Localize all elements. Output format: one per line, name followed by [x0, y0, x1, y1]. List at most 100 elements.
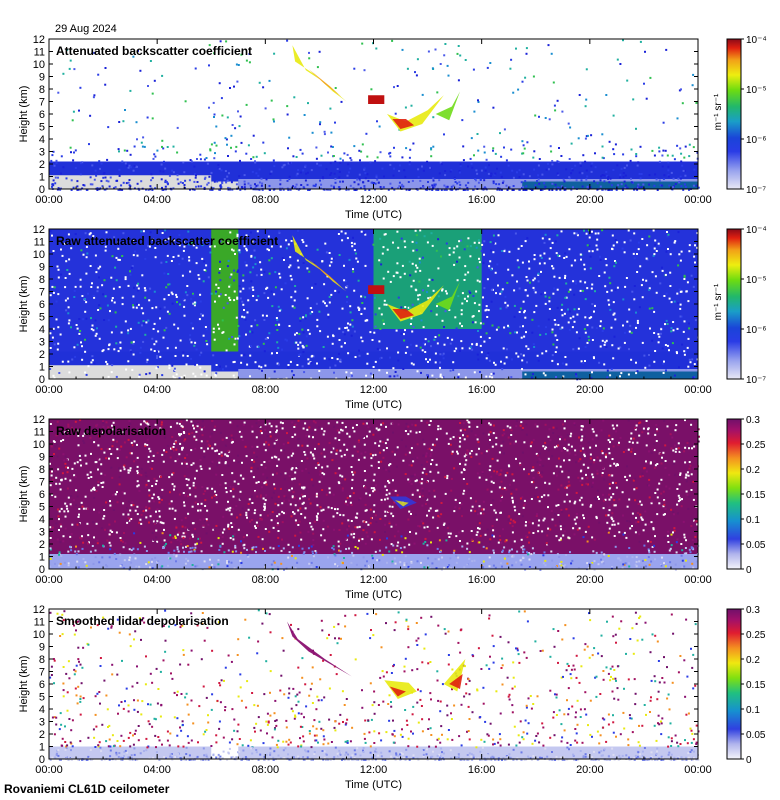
- y-tick-label: 1: [39, 172, 45, 184]
- y-tick-label: 1: [39, 552, 45, 564]
- y-tick-label: 8: [39, 84, 45, 96]
- y-tick-label: 5: [39, 122, 45, 134]
- y-tick-label: 8: [39, 464, 45, 476]
- y-tick-label: 2: [39, 159, 45, 171]
- x-axis-label: Time (UTC): [345, 779, 402, 791]
- x-tick-label: 00:00: [684, 384, 712, 396]
- y-tick-label: 2: [39, 539, 45, 551]
- x-tick-label: 12:00: [360, 384, 388, 396]
- instrument-label: Rovaniemi CL61D ceilometer: [4, 782, 170, 796]
- colorbar-tick-label: 0.25: [746, 630, 766, 641]
- x-tick-label: 12:00: [360, 574, 388, 586]
- y-tick-label: 1: [39, 362, 45, 374]
- colorbar-tick-label: 0.15: [746, 680, 766, 691]
- colorbar-tick-label: 0.25: [746, 440, 766, 451]
- colorbar-tick-label: 10⁻⁴: [746, 225, 767, 236]
- y-axis-label: Height (km): [18, 86, 30, 143]
- date-label: 29 Aug 2024: [55, 23, 117, 35]
- x-tick-label: 16:00: [468, 574, 496, 586]
- y-tick-label: 2: [39, 349, 45, 361]
- x-tick-label: 20:00: [576, 384, 604, 396]
- colorbar-tick-label: 10⁻⁶: [746, 325, 767, 336]
- x-tick-label: 12:00: [360, 764, 388, 776]
- colorbar-tick-label: 0: [746, 565, 752, 576]
- heatmap-field: [49, 419, 700, 571]
- colorbar-tick-label: 0.2: [746, 655, 760, 666]
- colorbar-unit-label: m⁻¹ sr⁻¹: [713, 283, 724, 320]
- x-tick-label: 00:00: [684, 194, 712, 206]
- y-tick-label: 9: [39, 452, 45, 464]
- x-axis-label: Time (UTC): [345, 209, 402, 221]
- x-tick-label: 08:00: [252, 384, 280, 396]
- y-tick-label: 12: [33, 34, 45, 46]
- y-tick-label: 10: [33, 59, 45, 71]
- y-tick-label: 12: [33, 224, 45, 236]
- x-tick-label: 00:00: [35, 764, 63, 776]
- y-tick-label: 3: [39, 527, 45, 539]
- colorbar-tick-label: 0.2: [746, 465, 760, 476]
- x-tick-label: 20:00: [576, 764, 604, 776]
- colorbar-tick-label: 0.1: [746, 705, 760, 716]
- colorbar: 0 0.05 0.1 0.15 0.2 0.25 0.3: [726, 415, 766, 576]
- colorbar-tick-label: 0.05: [746, 540, 766, 551]
- colorbar-tick-label: 10⁻⁵: [746, 85, 767, 96]
- y-tick-label: 11: [34, 237, 45, 249]
- x-tick-label: 16:00: [468, 384, 496, 396]
- y-tick-label: 11: [34, 47, 45, 59]
- x-tick-label: 00:00: [35, 574, 63, 586]
- y-tick-label: 6: [39, 109, 45, 121]
- x-tick-label: 08:00: [252, 764, 280, 776]
- y-tick-label: 4: [39, 134, 45, 146]
- y-axis-label: Height (km): [18, 656, 30, 713]
- y-tick-label: 11: [34, 427, 45, 439]
- x-tick-label: 08:00: [252, 574, 280, 586]
- colorbar-tick-label: 10⁻⁷: [746, 185, 766, 196]
- y-tick-label: 3: [39, 717, 45, 729]
- x-tick-label: 00:00: [684, 574, 712, 586]
- x-tick-label: 04:00: [143, 764, 171, 776]
- colorbar-tick-label: 10⁻⁴: [746, 35, 767, 46]
- x-tick-label: 00:00: [684, 764, 712, 776]
- y-tick-label: 9: [39, 262, 45, 274]
- y-tick-label: 9: [39, 72, 45, 84]
- heatmap-field: [49, 609, 700, 761]
- x-tick-label: 04:00: [143, 574, 171, 586]
- panel-title: Raw depolarisation: [56, 424, 166, 438]
- colorbar-tick-label: 0.3: [746, 605, 760, 616]
- y-tick-label: 5: [39, 312, 45, 324]
- y-tick-label: 7: [39, 287, 45, 299]
- y-tick-label: 8: [39, 654, 45, 666]
- colorbar: 10⁻⁷ 10⁻⁶ 10⁻⁵ 10⁻⁴ m⁻¹ sr⁻¹: [713, 225, 767, 386]
- heatmap-field: [49, 229, 700, 381]
- y-tick-label: 5: [39, 692, 45, 704]
- colorbar: 10⁻⁷ 10⁻⁶ 10⁻⁵ 10⁻⁴ m⁻¹ sr⁻¹: [713, 35, 767, 196]
- y-tick-label: 7: [39, 477, 45, 489]
- y-tick-label: 0: [39, 374, 45, 386]
- y-tick-label: 4: [39, 514, 45, 526]
- colorbar-tick-label: 0: [746, 755, 752, 766]
- y-axis-label: Height (km): [18, 466, 30, 523]
- y-tick-label: 10: [33, 629, 45, 641]
- y-tick-label: 7: [39, 97, 45, 109]
- y-tick-label: 3: [39, 147, 45, 159]
- x-tick-label: 16:00: [468, 764, 496, 776]
- y-tick-label: 4: [39, 324, 45, 336]
- y-tick-label: 12: [33, 604, 45, 616]
- y-tick-label: 12: [33, 414, 45, 426]
- panel-title: Smoothed lidar depolarisation: [56, 614, 229, 628]
- x-tick-label: 00:00: [35, 384, 63, 396]
- colorbar-tick-label: 10⁻⁵: [746, 275, 767, 286]
- y-tick-label: 11: [34, 617, 45, 629]
- y-tick-label: 4: [39, 704, 45, 716]
- colorbar: 0 0.05 0.1 0.15 0.2 0.25 0.3: [726, 605, 766, 766]
- colorbar-tick-label: 10⁻⁷: [746, 375, 766, 386]
- y-tick-label: 2: [39, 729, 45, 741]
- y-tick-label: 8: [39, 274, 45, 286]
- x-tick-label: 16:00: [468, 194, 496, 206]
- colorbar-tick-label: 0.15: [746, 490, 766, 501]
- x-tick-label: 12:00: [360, 194, 388, 206]
